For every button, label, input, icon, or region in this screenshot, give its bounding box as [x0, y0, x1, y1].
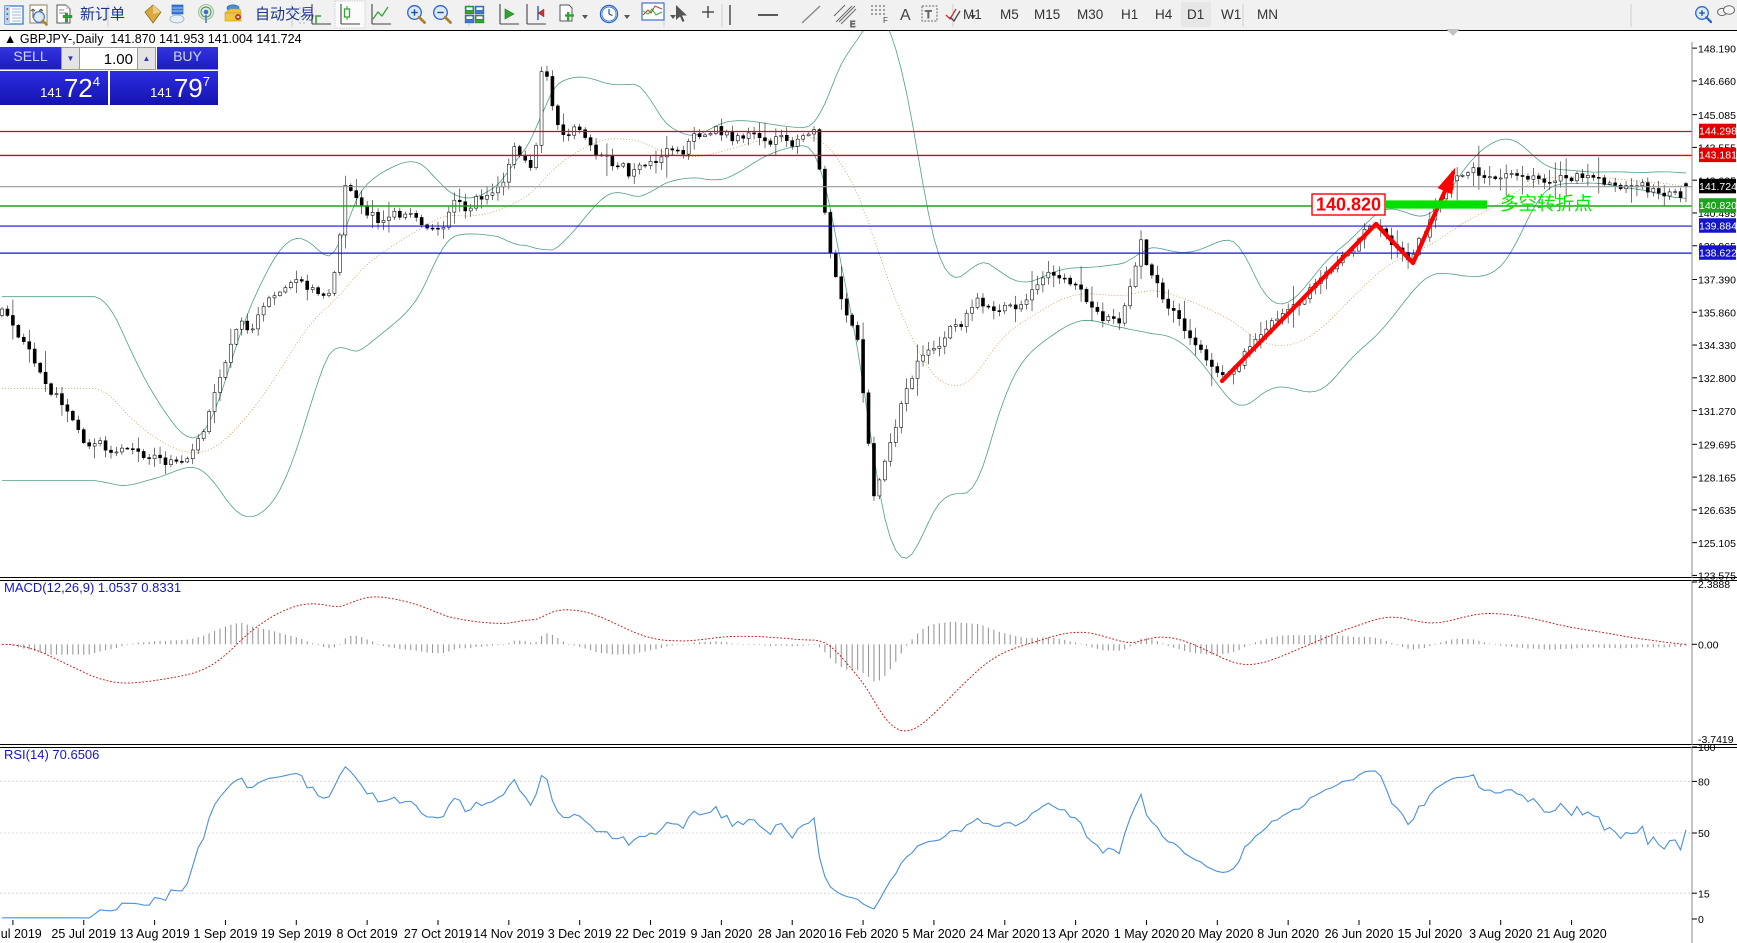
svg-text:135.860: 135.860 [1698, 307, 1736, 319]
svg-text:0.00: 0.00 [1698, 639, 1719, 651]
svg-text:A: A [900, 7, 911, 24]
svg-text:新订单: 新订单 [80, 6, 125, 23]
svg-text:3 Aug 2020: 3 Aug 2020 [1469, 927, 1532, 941]
svg-text:19 Sep 2019: 19 Sep 2019 [261, 927, 332, 941]
svg-text:20 May 2020: 20 May 2020 [1181, 927, 1253, 941]
svg-text:M30: M30 [1077, 7, 1103, 22]
svg-text:13 Apr 2020: 13 Apr 2020 [1042, 927, 1109, 941]
svg-text:RSI(14) 70.6506: RSI(14) 70.6506 [4, 747, 99, 762]
svg-text:28 Jan 2020: 28 Jan 2020 [758, 927, 827, 941]
svg-text:22 Dec 2019: 22 Dec 2019 [615, 927, 686, 941]
svg-text:W1: W1 [1221, 7, 1241, 22]
svg-text:50: 50 [1698, 828, 1710, 840]
svg-text:9 Jan 2020: 9 Jan 2020 [690, 927, 752, 941]
svg-text:7 Jul 2019: 7 Jul 2019 [0, 927, 42, 941]
svg-text:MACD(12,26,9) 1.0537 0.8331: MACD(12,26,9) 1.0537 0.8331 [4, 580, 181, 595]
svg-text:M5: M5 [1000, 7, 1019, 22]
svg-text:128.165: 128.165 [1698, 472, 1736, 484]
svg-text:1 May 2020: 1 May 2020 [1114, 927, 1179, 941]
svg-text:15 Jul 2020: 15 Jul 2020 [1398, 927, 1463, 941]
svg-text:H4: H4 [1155, 7, 1173, 22]
svg-text:H1: H1 [1121, 7, 1138, 22]
svg-text:125.105: 125.105 [1698, 538, 1736, 550]
svg-text:26 Jun 2020: 26 Jun 2020 [1325, 927, 1394, 941]
svg-text:141.724: 141.724 [1699, 181, 1737, 193]
svg-text:1 Sep 2019: 1 Sep 2019 [193, 927, 257, 941]
svg-text:139.884: 139.884 [1699, 220, 1737, 232]
svg-text:8 Jun 2020: 8 Jun 2020 [1257, 927, 1319, 941]
svg-text:80: 80 [1698, 777, 1710, 789]
svg-text:0: 0 [1698, 914, 1704, 926]
svg-text:M1: M1 [963, 7, 982, 22]
svg-text:F: F [883, 16, 888, 25]
svg-text:多空转折点: 多空转折点 [1500, 193, 1593, 214]
svg-text:自动交易: 自动交易 [255, 5, 315, 23]
svg-text:27 Oct 2019: 27 Oct 2019 [404, 927, 472, 941]
svg-text:24 Mar 2020: 24 Mar 2020 [970, 927, 1040, 941]
svg-text:MN: MN [1257, 7, 1278, 22]
svg-text:134.330: 134.330 [1698, 340, 1736, 352]
svg-text:100: 100 [1698, 742, 1716, 754]
svg-text:143.181: 143.181 [1699, 150, 1737, 162]
svg-text:146.660: 146.660 [1698, 76, 1736, 88]
svg-text:148.190: 148.190 [1698, 43, 1736, 55]
svg-text:126.635: 126.635 [1698, 505, 1736, 517]
svg-text:140.820: 140.820 [1316, 195, 1381, 215]
svg-text:3 Dec 2019: 3 Dec 2019 [548, 927, 612, 941]
svg-text:2.3888: 2.3888 [1698, 579, 1730, 591]
svg-text:144.298: 144.298 [1699, 126, 1737, 138]
svg-text:140.820: 140.820 [1699, 200, 1737, 212]
svg-text:131.270: 131.270 [1698, 406, 1736, 418]
svg-text:21 Aug 2020: 21 Aug 2020 [1536, 927, 1606, 941]
svg-text:15: 15 [1698, 888, 1710, 900]
svg-text:14 Nov 2019: 14 Nov 2019 [473, 927, 544, 941]
svg-text:132.800: 132.800 [1698, 373, 1736, 385]
svg-text:137.390: 137.390 [1698, 275, 1736, 287]
svg-text:D1: D1 [1187, 7, 1204, 22]
svg-text:T: T [925, 9, 932, 21]
svg-text:16 Feb 2020: 16 Feb 2020 [828, 927, 898, 941]
svg-text:138.622: 138.622 [1699, 247, 1737, 259]
svg-text:M15: M15 [1034, 7, 1060, 22]
svg-text:E: E [850, 20, 855, 29]
svg-text:129.695: 129.695 [1698, 440, 1736, 452]
svg-text:25 Jul 2019: 25 Jul 2019 [51, 927, 116, 941]
svg-text:13 Aug 2019: 13 Aug 2019 [119, 927, 189, 941]
svg-text:5 Mar 2020: 5 Mar 2020 [902, 927, 965, 941]
svg-text:145.085: 145.085 [1698, 110, 1736, 122]
svg-text:8 Oct 2019: 8 Oct 2019 [337, 927, 398, 941]
